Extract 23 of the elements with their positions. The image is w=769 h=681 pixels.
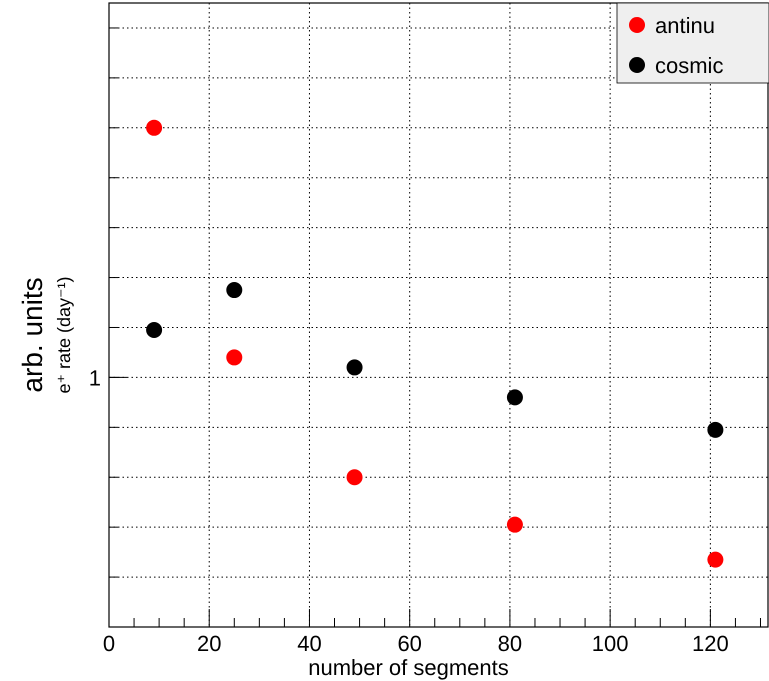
x-tick-label: 60 xyxy=(397,631,422,656)
point xyxy=(146,120,162,136)
x-tick-label: 80 xyxy=(498,631,522,656)
x-tick-label: 20 xyxy=(196,631,222,656)
x-tick-label: 0 xyxy=(102,631,116,656)
point xyxy=(226,349,242,366)
point xyxy=(506,516,523,533)
y-axis-title: arb. units xyxy=(17,277,48,393)
legend-label: cosmic xyxy=(655,53,724,78)
x-tick-label: 40 xyxy=(297,631,322,656)
x-axis-title: number of segments xyxy=(308,655,509,680)
point xyxy=(707,422,724,438)
point xyxy=(707,552,724,568)
legend-label: antinu xyxy=(655,13,715,38)
point xyxy=(226,282,242,298)
point xyxy=(346,359,363,376)
x-tick-label: 120 xyxy=(692,631,729,656)
point xyxy=(506,389,523,406)
text: e⁺ rate (day⁻¹) xyxy=(54,276,74,394)
point xyxy=(346,469,363,486)
text: 1 xyxy=(88,365,101,390)
point xyxy=(146,322,162,338)
x-tick-label: 100 xyxy=(592,631,628,656)
